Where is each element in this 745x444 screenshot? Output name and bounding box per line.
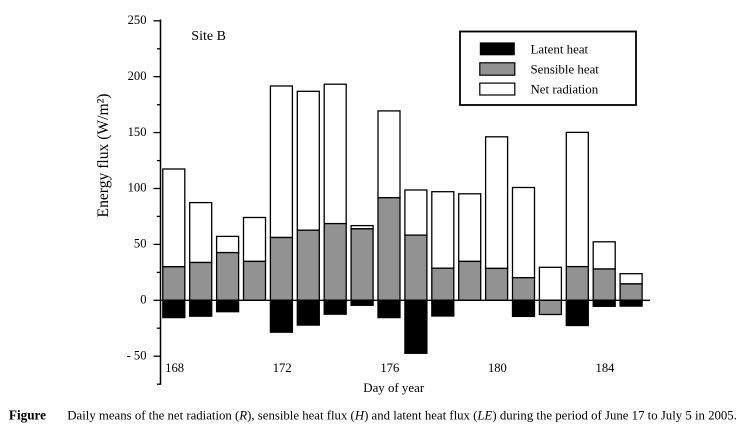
- svg-text:Net radiation: Net radiation: [531, 83, 599, 97]
- svg-text:Energy flux (W/m²): Energy flux (W/m²): [95, 94, 112, 218]
- svg-text:Latent heat: Latent heat: [531, 42, 589, 56]
- svg-text:50: 50: [134, 237, 147, 251]
- svg-text:0: 0: [140, 293, 146, 307]
- svg-text:184: 184: [596, 361, 616, 375]
- svg-text:168: 168: [165, 361, 184, 375]
- svg-text:172: 172: [273, 361, 292, 375]
- svg-text:200: 200: [128, 69, 147, 83]
- svg-text:180: 180: [488, 361, 507, 375]
- svg-text:Day of year: Day of year: [363, 381, 425, 395]
- svg-text:176: 176: [380, 361, 399, 375]
- svg-text:- 50: - 50: [127, 348, 147, 362]
- svg-text:Site B: Site B: [191, 29, 226, 44]
- svg-text:Sensible heat: Sensible heat: [531, 63, 600, 77]
- svg-text:150: 150: [128, 125, 147, 139]
- svg-text:Figure: Figure: [9, 408, 46, 423]
- svg-text:250: 250: [128, 13, 147, 27]
- svg-text:100: 100: [128, 181, 147, 195]
- svg-text:Daily means of the net radiati: Daily means of the net radiation (R), se…: [67, 409, 737, 423]
